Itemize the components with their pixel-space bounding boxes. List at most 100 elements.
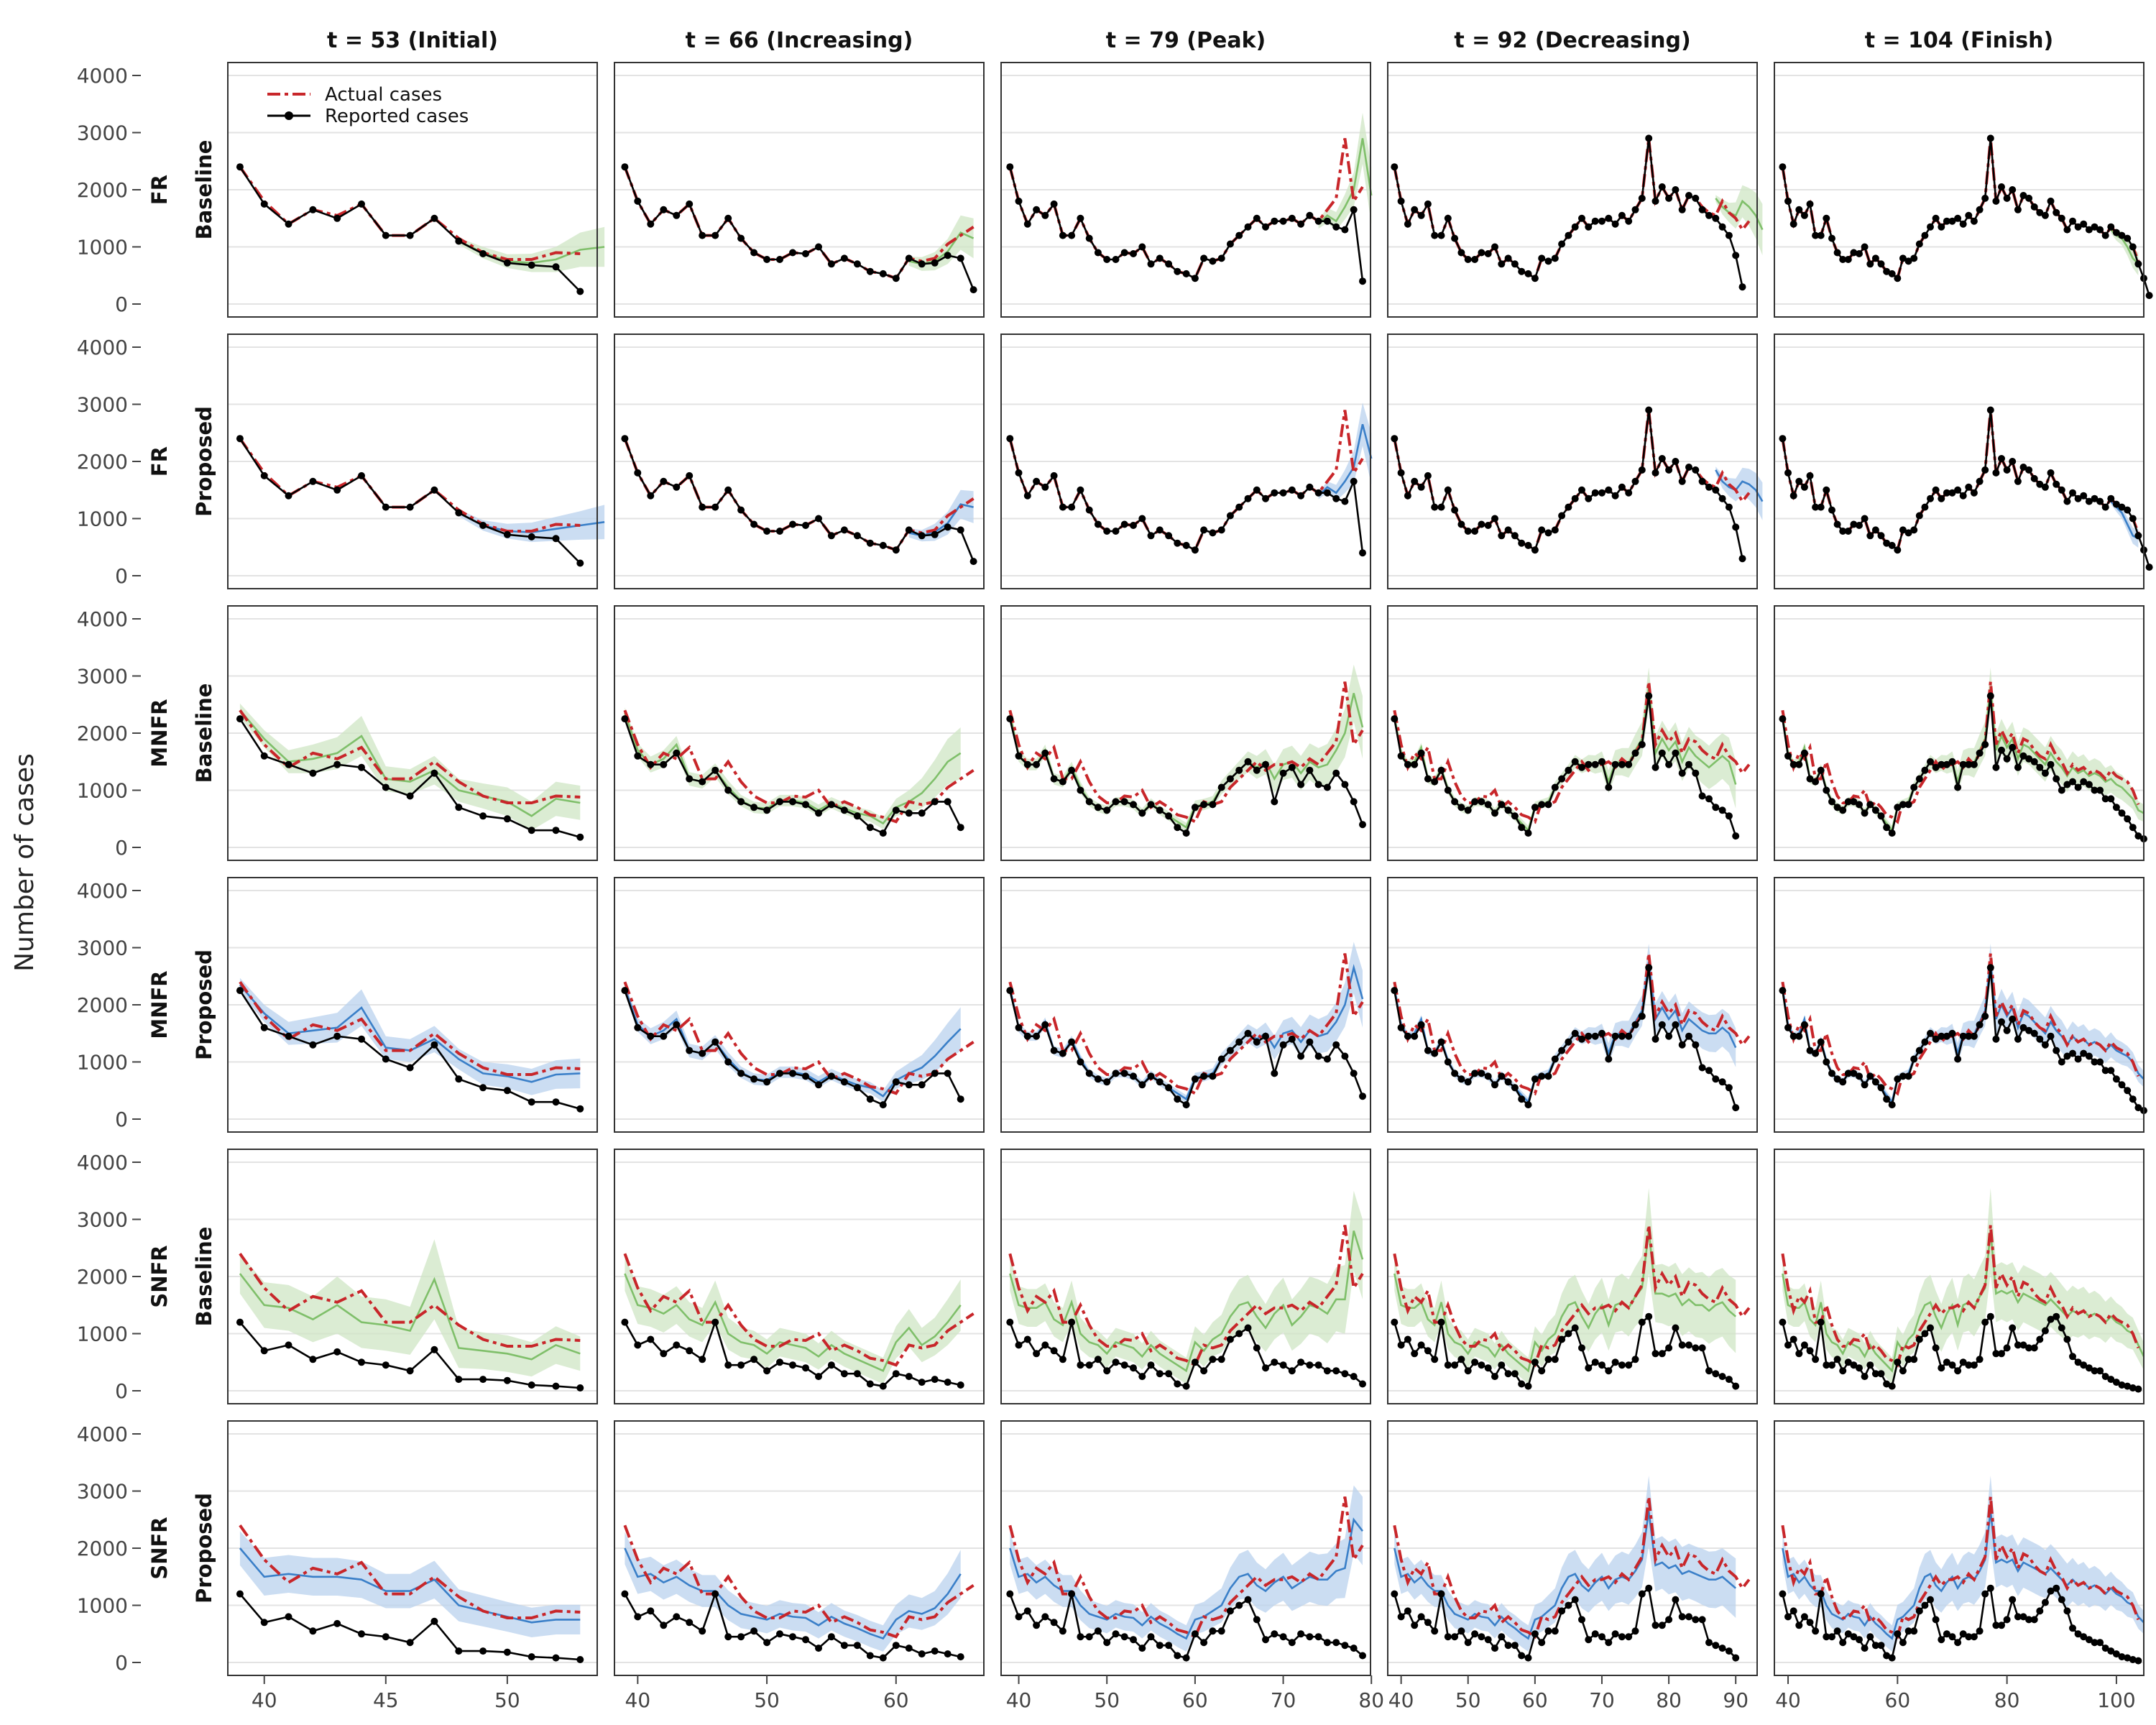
reported-cases-point bbox=[576, 288, 584, 295]
reported-cases-point bbox=[1323, 1367, 1331, 1375]
reported-cases-point bbox=[1976, 1356, 1984, 1363]
panel bbox=[1387, 334, 1764, 589]
reported-cases-point bbox=[1209, 257, 1217, 265]
reported-cases-point bbox=[2124, 234, 2132, 242]
x-tick-label: 60 bbox=[1885, 1688, 1911, 1712]
reported-cases-point bbox=[1050, 200, 1058, 208]
reported-cases-point bbox=[1618, 211, 1626, 219]
reported-cases-point bbox=[1611, 1358, 1619, 1366]
reported-cases-point bbox=[1651, 1350, 1659, 1358]
reported-cases-point bbox=[1491, 515, 1498, 523]
reported-cases-point bbox=[2036, 1335, 2044, 1343]
prediction-interval-band bbox=[1782, 943, 2144, 1106]
reported-cases-point bbox=[1986, 692, 1994, 700]
reported-cases-point bbox=[1417, 483, 1425, 491]
reported-cases-point bbox=[430, 1346, 438, 1353]
reported-cases-point bbox=[2058, 1324, 2065, 1332]
reported-cases-point bbox=[647, 1032, 655, 1040]
reported-cases-point bbox=[2041, 1327, 2049, 1335]
reported-cases-point bbox=[1411, 206, 1419, 213]
panel-border bbox=[1000, 605, 1371, 861]
reported-cases-point bbox=[1538, 526, 1546, 534]
reported-cases-point bbox=[1844, 1630, 1852, 1638]
row-label-method: Proposed bbox=[192, 949, 216, 1060]
reported-cases-point bbox=[2058, 214, 2065, 222]
reported-cases-point bbox=[1498, 532, 1506, 540]
reported-cases-point bbox=[1817, 1590, 1825, 1598]
reported-cases-point bbox=[1103, 806, 1111, 814]
reported-cases-point bbox=[1672, 1596, 1680, 1604]
reported-cases-point bbox=[1578, 1035, 1585, 1043]
reported-cases-point bbox=[1217, 1356, 1225, 1363]
reported-cases-point bbox=[1725, 231, 1733, 239]
reported-cases-point bbox=[528, 827, 535, 834]
reported-cases-point bbox=[1279, 217, 1287, 225]
reported-cases-point bbox=[1998, 455, 2005, 462]
reported-cases-point bbox=[1651, 1035, 1659, 1043]
actual-cases-line bbox=[1781, 1496, 2140, 1639]
reported-cases-point bbox=[2041, 211, 2049, 219]
reported-cases-point bbox=[1404, 492, 1411, 500]
reported-cases-point bbox=[1877, 812, 1885, 820]
reported-cases-point bbox=[309, 769, 317, 777]
reported-cases-point bbox=[1156, 1370, 1164, 1378]
reported-cases-point bbox=[285, 492, 292, 500]
reported-cases-point bbox=[1306, 1633, 1314, 1641]
reported-cases-point bbox=[2118, 503, 2126, 511]
reported-cases-point bbox=[1932, 1344, 1940, 1352]
reported-cases-point bbox=[1598, 1633, 1606, 1641]
x-tick-label: 50 bbox=[754, 1688, 780, 1712]
actual-cases-line bbox=[1781, 1225, 2140, 1368]
reported-cases-point bbox=[647, 1607, 655, 1615]
reported-cases-point bbox=[2085, 1364, 2093, 1372]
reported-cases-point bbox=[2091, 1639, 2099, 1647]
reported-cases-point bbox=[1611, 220, 1619, 228]
reported-cases-point bbox=[2036, 208, 2044, 216]
reported-cases-point bbox=[1182, 1654, 1190, 1662]
actual-cases-line bbox=[1393, 953, 1751, 1096]
reported-cases-point bbox=[2129, 824, 2137, 832]
reported-cases-point bbox=[2069, 1353, 2076, 1361]
reported-cases-point bbox=[1478, 798, 1485, 806]
reported-cases-point bbox=[1544, 257, 1552, 265]
reported-cases-point bbox=[1491, 1373, 1498, 1381]
reported-cases-point bbox=[1531, 275, 1539, 282]
reported-cases-point bbox=[1094, 249, 1102, 257]
reported-cases-point bbox=[699, 1627, 706, 1635]
reported-cases-point bbox=[1605, 486, 1613, 494]
reported-cases-point bbox=[1531, 1075, 1539, 1083]
reported-cases-point bbox=[2053, 480, 2060, 488]
reported-cases-point bbox=[1165, 1370, 1173, 1378]
y-tick-label: 2000 bbox=[77, 993, 128, 1017]
reported-cases-point bbox=[776, 256, 783, 263]
reported-cases-point bbox=[1397, 197, 1405, 205]
reported-cases-point bbox=[1156, 526, 1164, 534]
reported-cases-point bbox=[1625, 760, 1633, 768]
reported-cases-point bbox=[1297, 1052, 1305, 1060]
reported-cases-point bbox=[1451, 1070, 1459, 1077]
reported-cases-point bbox=[2096, 1058, 2104, 1066]
prediction-interval-band bbox=[459, 505, 605, 543]
reported-cases-point bbox=[1618, 1361, 1626, 1369]
reported-cases-point bbox=[1823, 214, 1830, 222]
reported-cases-point bbox=[1578, 763, 1585, 771]
reported-cases-point bbox=[1558, 1335, 1566, 1343]
reported-cases-point bbox=[1998, 183, 2005, 190]
reported-cases-point bbox=[1023, 760, 1031, 768]
panel bbox=[1000, 62, 1373, 318]
reported-cases-point bbox=[647, 1335, 655, 1343]
reported-cases-point bbox=[1915, 512, 1923, 520]
reported-cases-point bbox=[1904, 1627, 1912, 1635]
reported-cases-point bbox=[1350, 1644, 1358, 1652]
reported-cases-point bbox=[1068, 1590, 1076, 1598]
reported-cases-point bbox=[763, 806, 771, 814]
reported-cases-point bbox=[944, 1650, 952, 1658]
reported-cases-point bbox=[1976, 206, 1984, 213]
reported-cases-point bbox=[2009, 458, 2017, 465]
reported-cases-point bbox=[1638, 740, 1646, 748]
reported-cases-point bbox=[1784, 469, 1792, 477]
reported-cases-point bbox=[358, 200, 365, 208]
reported-cases-point bbox=[1591, 760, 1599, 768]
y-tick-label: 3000 bbox=[77, 1480, 128, 1504]
reported-cases-point bbox=[1511, 260, 1519, 268]
